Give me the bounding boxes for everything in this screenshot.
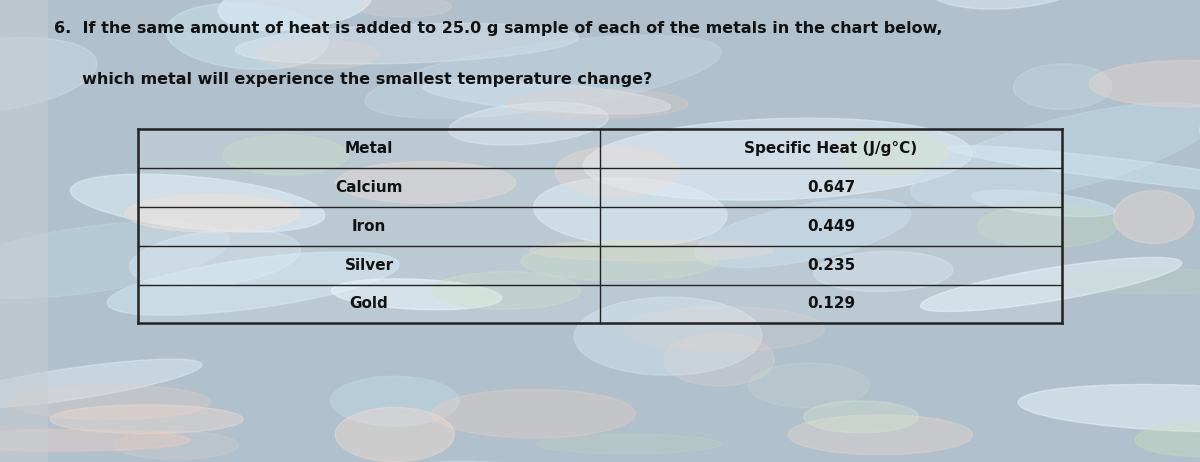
Ellipse shape [125, 195, 300, 232]
Ellipse shape [0, 359, 202, 409]
Ellipse shape [788, 415, 972, 455]
Ellipse shape [920, 257, 1182, 311]
Text: 6.  If the same amount of heat is added to 25.0 g sample of each of the metals i: 6. If the same amount of heat is added t… [54, 21, 942, 36]
Ellipse shape [978, 204, 1117, 248]
Text: 0.647: 0.647 [806, 180, 856, 195]
Ellipse shape [222, 135, 348, 175]
Ellipse shape [624, 307, 824, 352]
Ellipse shape [1013, 64, 1111, 109]
Ellipse shape [166, 3, 329, 69]
Ellipse shape [838, 131, 947, 174]
Ellipse shape [1018, 384, 1200, 432]
Text: Metal: Metal [344, 141, 394, 156]
Ellipse shape [114, 431, 238, 459]
Ellipse shape [508, 89, 689, 119]
Ellipse shape [330, 376, 460, 426]
Ellipse shape [352, 461, 616, 462]
Ellipse shape [0, 429, 191, 451]
Text: Gold: Gold [349, 297, 389, 311]
Ellipse shape [331, 279, 502, 310]
Ellipse shape [432, 389, 636, 438]
Ellipse shape [926, 0, 1097, 9]
Ellipse shape [947, 146, 1200, 195]
Text: Silver: Silver [344, 258, 394, 273]
Ellipse shape [71, 174, 325, 232]
Ellipse shape [335, 407, 455, 462]
Ellipse shape [664, 333, 774, 386]
Text: 0.449: 0.449 [806, 219, 856, 234]
Text: 0.235: 0.235 [806, 258, 856, 273]
Ellipse shape [972, 190, 1115, 217]
Ellipse shape [107, 252, 400, 315]
Ellipse shape [8, 384, 210, 419]
Ellipse shape [422, 80, 671, 114]
Ellipse shape [130, 229, 300, 287]
Ellipse shape [336, 162, 516, 203]
Ellipse shape [574, 297, 762, 375]
Ellipse shape [814, 251, 953, 292]
Ellipse shape [1090, 61, 1200, 107]
Ellipse shape [529, 240, 773, 261]
Text: Calcium: Calcium [335, 180, 403, 195]
Ellipse shape [0, 37, 97, 114]
Ellipse shape [1135, 423, 1200, 456]
Text: Specific Heat (J/g°C): Specific Heat (J/g°C) [744, 141, 918, 156]
Ellipse shape [49, 405, 244, 434]
Ellipse shape [218, 0, 372, 30]
Ellipse shape [449, 102, 608, 145]
Text: Iron: Iron [352, 219, 386, 234]
Ellipse shape [583, 118, 972, 200]
Ellipse shape [365, 36, 721, 118]
Text: which metal will experience the smallest temperature change?: which metal will experience the smallest… [54, 72, 653, 86]
Ellipse shape [432, 272, 581, 309]
Ellipse shape [536, 434, 722, 454]
Ellipse shape [235, 23, 578, 64]
Ellipse shape [695, 199, 911, 267]
Ellipse shape [749, 363, 870, 408]
Ellipse shape [1055, 269, 1200, 294]
Ellipse shape [556, 146, 677, 196]
Ellipse shape [0, 221, 229, 298]
Ellipse shape [256, 40, 380, 69]
Text: 0.129: 0.129 [806, 297, 856, 311]
Ellipse shape [358, 0, 451, 17]
Bar [0, 0, 48, 462]
Ellipse shape [521, 242, 719, 281]
Ellipse shape [911, 103, 1200, 206]
Ellipse shape [804, 401, 919, 433]
Ellipse shape [534, 177, 727, 246]
Ellipse shape [1114, 191, 1194, 243]
Bar [138, 129, 1062, 323]
